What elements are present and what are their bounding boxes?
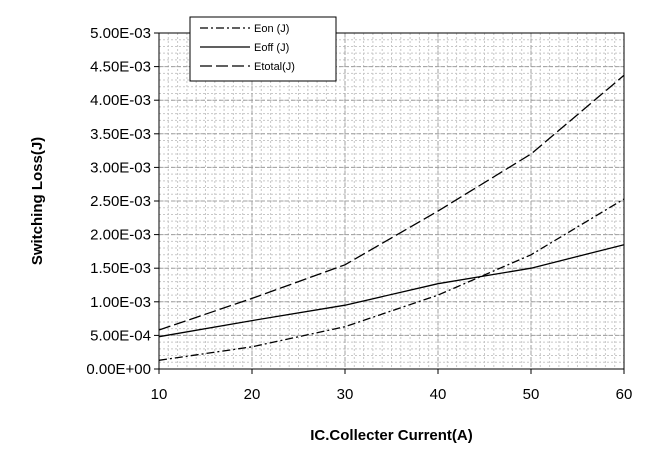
x-axis-title: IC.Collecter Current(A) — [310, 427, 473, 444]
axes — [154, 32, 625, 374]
legend: Eon (J) Eoff (J) Etotal(J) — [189, 16, 337, 82]
y-axis-title: Switching Loss(J) — [29, 137, 46, 265]
x-tick-label: 30 — [337, 386, 354, 403]
series-line — [158, 74, 625, 331]
series-lines — [158, 74, 625, 361]
x-tick-label: 10 — [151, 386, 168, 403]
y-tick-label: 2.50E-03 — [90, 193, 151, 210]
legend-label: Etotal(J) — [254, 61, 295, 73]
legend-label: Eon (J) — [254, 23, 289, 35]
legend-box — [189, 16, 337, 82]
legend-label: Eoff (J) — [254, 42, 289, 54]
series-line — [158, 244, 625, 338]
series-line — [158, 198, 625, 361]
y-tick-label: 4.00E-03 — [90, 92, 151, 109]
y-tick-label: 5.00E-04 — [90, 327, 151, 344]
y-tick-label: 1.00E-03 — [90, 294, 151, 311]
y-tick-label: 3.50E-03 — [90, 126, 151, 143]
tick-labels: 0.00E+00 5.00E-04 1.00E-03 1.50E-03 2.00E-03… — [86, 25, 632, 403]
y-tick-label: 5.00E-03 — [90, 25, 151, 42]
y-tick-label: 3.00E-03 — [90, 159, 151, 176]
y-tick-label: 2.00E-03 — [90, 227, 151, 244]
x-tick-label: 50 — [523, 386, 540, 403]
y-tick-label: 1.50E-03 — [90, 260, 151, 277]
x-tick-label: 60 — [616, 386, 633, 403]
x-tick-label: 40 — [430, 386, 447, 403]
grid-lines — [158, 32, 625, 370]
y-tick-label: 4.50E-03 — [90, 59, 151, 76]
y-tick-label: 0.00E+00 — [86, 361, 151, 378]
x-tick-label: 20 — [244, 386, 261, 403]
